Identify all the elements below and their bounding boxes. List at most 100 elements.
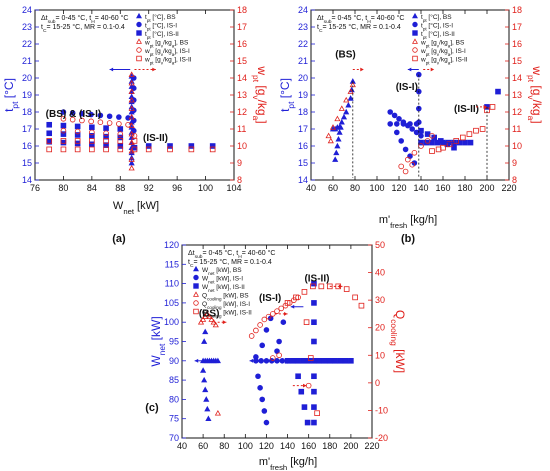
data-point bbox=[326, 357, 333, 364]
legend-entry: wpt [gv/kga], IS-II bbox=[144, 57, 192, 66]
legend-entry-part: t bbox=[145, 14, 147, 21]
legend-entry-part: w bbox=[144, 40, 150, 47]
conditions-line-2-part: = 15-25 °C, MR = 0.1-0.4 bbox=[47, 23, 125, 31]
data-point bbox=[69, 116, 76, 123]
data-point bbox=[205, 415, 212, 422]
series bbox=[329, 78, 356, 162]
legend-entry: wpt [gv/kga], BS bbox=[144, 40, 189, 49]
data-point bbox=[332, 357, 338, 364]
y-right-label-part: Q bbox=[393, 310, 407, 319]
data-point bbox=[188, 143, 195, 149]
data-point bbox=[459, 134, 466, 141]
y-right-tick-label: 18 bbox=[512, 5, 522, 15]
legend-entry-part: /kg bbox=[439, 40, 448, 47]
y-left-label-part: [kW] bbox=[149, 316, 163, 343]
data-point bbox=[261, 408, 268, 414]
legend-entry-part: ], BS bbox=[450, 40, 465, 47]
legend-entry-part: [g bbox=[430, 40, 438, 47]
data-point bbox=[311, 338, 317, 345]
y-right-tick-label: 16 bbox=[237, 39, 247, 49]
data-point bbox=[200, 367, 207, 373]
y-right-tick-label: 15 bbox=[237, 56, 247, 66]
data-point bbox=[338, 118, 345, 125]
legend-entry-part: [°C], BS bbox=[151, 13, 177, 21]
data-point bbox=[130, 85, 137, 91]
data-point bbox=[311, 373, 317, 380]
x-axis-label-part: [kW] bbox=[134, 200, 159, 212]
legend-entry-part: pt bbox=[426, 52, 431, 57]
x-axis-label-part: fresh bbox=[390, 221, 407, 230]
y-left-label-part: t bbox=[2, 108, 16, 112]
y-right-tick-label: 12 bbox=[237, 107, 247, 117]
legend-entry-part: [°C], IS-I bbox=[427, 22, 454, 30]
data-point bbox=[79, 110, 85, 117]
region-label: (IS-II) bbox=[454, 104, 479, 115]
data-point bbox=[214, 409, 221, 416]
data-point bbox=[451, 144, 457, 151]
data-point bbox=[74, 123, 81, 130]
legend-entry: tpt [°C], IS-I bbox=[421, 22, 453, 32]
y-right-label-part: w bbox=[255, 65, 269, 75]
data-point bbox=[128, 156, 135, 162]
x-tick-label: 220 bbox=[364, 441, 379, 451]
y-left-tick-label: 24 bbox=[298, 5, 308, 15]
y-left-tick-label: 100 bbox=[164, 317, 179, 327]
x-axis-label-part: fresh bbox=[270, 463, 287, 471]
data-point bbox=[311, 300, 317, 306]
data-point bbox=[336, 124, 343, 130]
legend-entry: Wnet [kW], IS-II bbox=[202, 284, 245, 293]
legend-entry-part: v bbox=[161, 43, 164, 48]
data-point bbox=[409, 161, 416, 168]
y-left-tick-label: 16 bbox=[22, 141, 32, 151]
data-point bbox=[301, 404, 308, 410]
x-tick-label: 96 bbox=[172, 183, 182, 193]
y-left-tick-label: 110 bbox=[165, 279, 179, 289]
series bbox=[284, 283, 365, 416]
data-point bbox=[201, 376, 208, 383]
data-point bbox=[437, 138, 444, 144]
data-point bbox=[337, 357, 344, 364]
legend-entry-part: Q bbox=[202, 293, 207, 300]
legend-entry-part: pt bbox=[147, 26, 152, 31]
chart-b: 40 60 80 100 120 140 160 180 200 220 14 15 16 17 18 19 2… bbox=[278, 5, 544, 245]
y-right-tick-label: 13 bbox=[237, 90, 247, 100]
data-point bbox=[352, 294, 358, 301]
data-point bbox=[316, 357, 323, 364]
legend-marker bbox=[136, 30, 142, 36]
data-point bbox=[46, 121, 53, 128]
data-point bbox=[46, 146, 53, 153]
legend-entry-part: v bbox=[161, 52, 164, 57]
y-right-tick-label: 14 bbox=[237, 73, 247, 83]
y-left-tick-label: 75 bbox=[169, 414, 179, 424]
legend-entry-part: pt bbox=[423, 26, 428, 31]
legend-entry-part: cooling bbox=[207, 305, 222, 310]
data-point bbox=[128, 88, 135, 94]
panel-label: (c) bbox=[145, 402, 159, 414]
legend-entry-part: cooling bbox=[207, 313, 222, 318]
x-axis-label-part: m' bbox=[259, 456, 270, 468]
y-right-tick-label: 16 bbox=[512, 39, 522, 49]
legend-entry-part: [°C], IS-I bbox=[151, 22, 178, 30]
y-left-label-part: W bbox=[149, 355, 163, 367]
y-left-label-part: [°C] bbox=[278, 78, 292, 101]
y-right-label-part: ] bbox=[530, 120, 544, 123]
x-tick-label: 40 bbox=[177, 441, 187, 451]
data-point bbox=[117, 126, 124, 132]
data-point bbox=[116, 121, 122, 127]
data-point bbox=[261, 316, 268, 323]
y-left-tick-label: 14 bbox=[22, 175, 32, 185]
y-left-tick-label: 70 bbox=[169, 433, 179, 443]
legend-entry: wpt [gv/kga], IS-I bbox=[420, 48, 466, 57]
x-axis-label-part: [kg/h] bbox=[287, 456, 317, 468]
conditions-line-2-part: t bbox=[41, 24, 43, 31]
data-point bbox=[197, 318, 205, 325]
data-point bbox=[131, 146, 138, 153]
y-left-tick-label: 21 bbox=[298, 56, 308, 66]
y-right-label-part: a bbox=[526, 116, 536, 121]
data-point bbox=[117, 146, 124, 153]
data-point bbox=[128, 71, 135, 77]
conditions-line-2-part: = 15-25 °C, MR = 0.1-0.4 bbox=[323, 23, 401, 31]
data-point bbox=[276, 338, 282, 345]
legend-entry-part: [g bbox=[430, 48, 438, 55]
data-point bbox=[276, 352, 282, 359]
